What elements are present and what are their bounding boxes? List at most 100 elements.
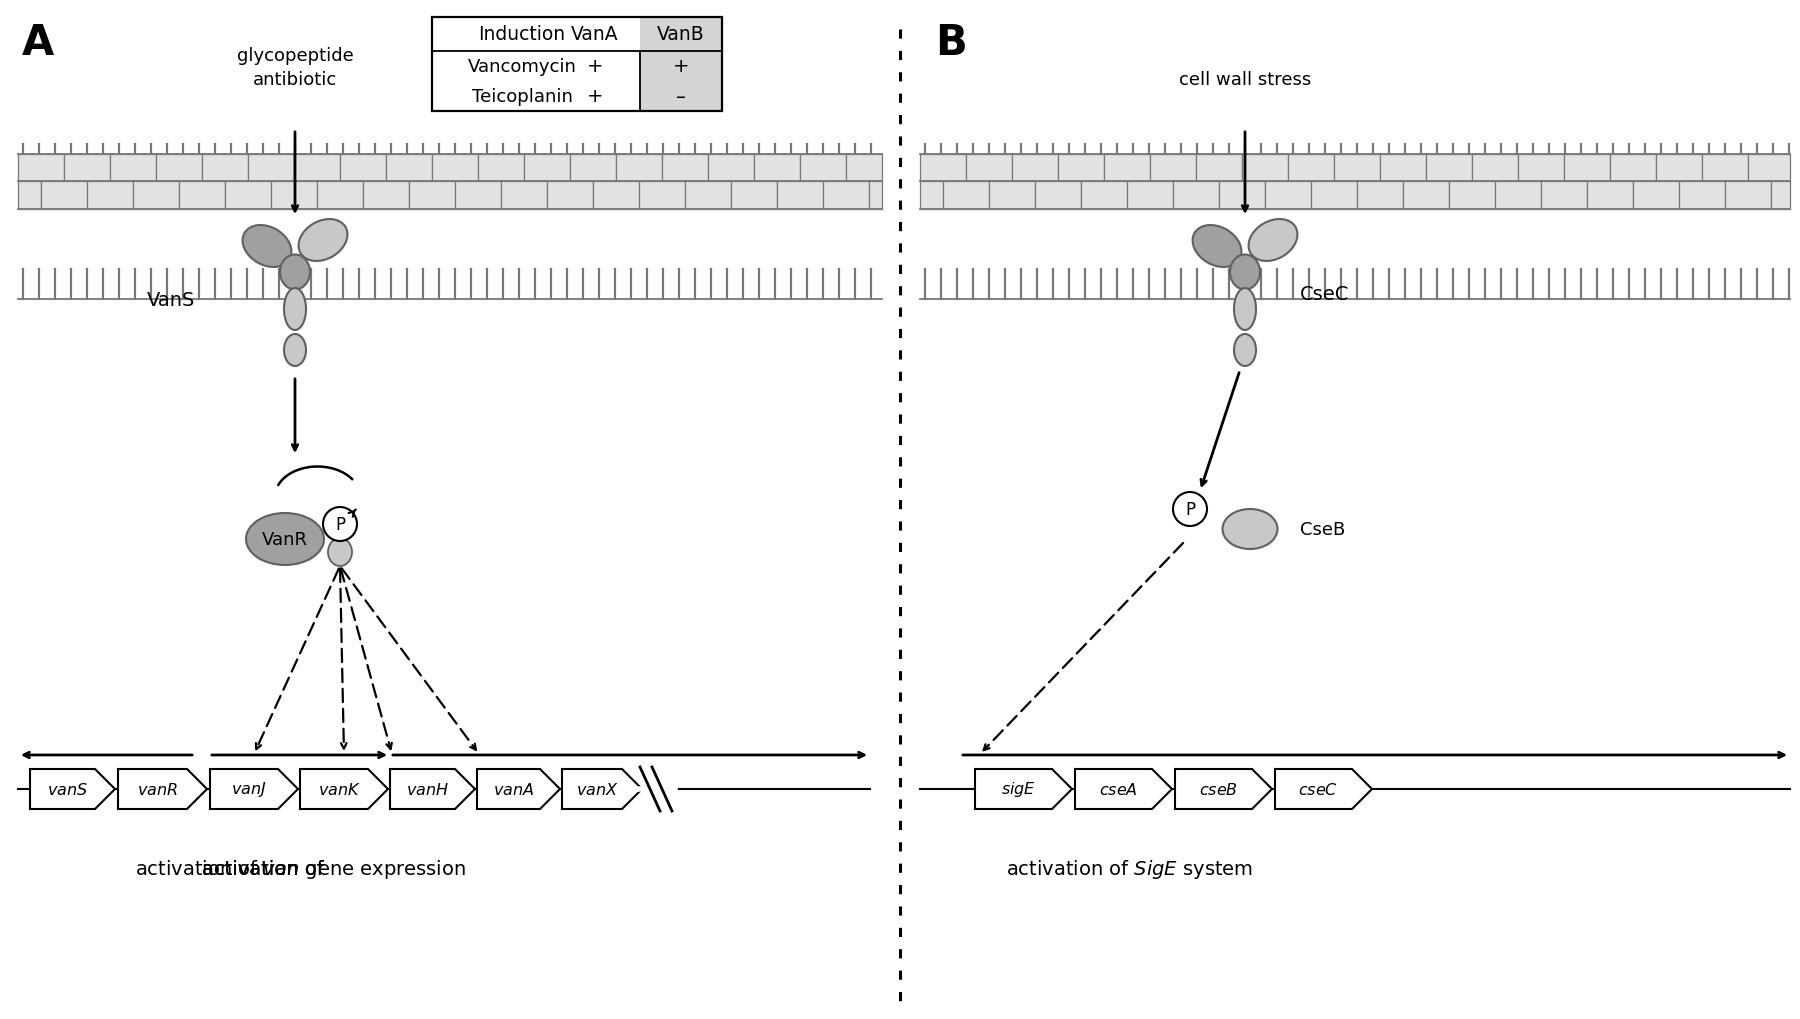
Text: $vanA$: $vanA$ — [493, 782, 535, 797]
Bar — [293, 155, 340, 181]
Text: –: – — [677, 88, 686, 106]
Text: $cseA$: $cseA$ — [1100, 782, 1138, 797]
Bar — [432, 18, 722, 112]
Bar — [1679, 181, 1724, 210]
Bar — [943, 181, 988, 210]
Bar — [662, 155, 707, 181]
Bar — [524, 155, 571, 181]
Bar — [592, 181, 639, 210]
Bar — [479, 155, 524, 181]
Bar — [409, 181, 455, 210]
Text: activation of $van$ gene expression: activation of $van$ gene expression — [135, 858, 466, 880]
Text: activation of $SigE$ system: activation of $SigE$ system — [1006, 858, 1253, 880]
Bar — [1771, 181, 1789, 210]
Text: P: P — [335, 516, 346, 534]
Bar — [1058, 155, 1103, 181]
Text: activation of: activation of — [202, 860, 329, 878]
Bar — [500, 181, 547, 210]
Bar — [157, 155, 202, 181]
Bar — [340, 155, 385, 181]
Ellipse shape — [328, 538, 353, 567]
Text: VanA: VanA — [571, 25, 619, 45]
Ellipse shape — [281, 255, 310, 290]
Circle shape — [322, 507, 356, 541]
Text: VanR: VanR — [263, 531, 308, 548]
Text: cell wall stress: cell wall stress — [1179, 71, 1310, 89]
Circle shape — [1174, 492, 1208, 527]
Bar — [754, 155, 799, 181]
Bar — [920, 155, 1789, 210]
Text: +: + — [587, 57, 603, 76]
Bar — [133, 181, 178, 210]
Bar — [385, 155, 432, 181]
Text: A: A — [22, 22, 54, 64]
Bar — [1012, 155, 1058, 181]
Bar — [86, 181, 133, 210]
Bar — [707, 155, 754, 181]
Text: CseB: CseB — [1300, 521, 1345, 538]
Bar — [1310, 181, 1357, 210]
Bar — [1219, 181, 1265, 210]
Bar — [364, 181, 409, 210]
Polygon shape — [211, 769, 299, 809]
Bar — [920, 155, 967, 181]
Polygon shape — [1075, 769, 1172, 809]
Polygon shape — [1274, 769, 1372, 809]
Bar — [18, 181, 41, 210]
Bar — [1748, 155, 1789, 181]
Ellipse shape — [247, 514, 324, 566]
Bar — [799, 155, 846, 181]
Bar — [1703, 155, 1748, 181]
Bar — [110, 155, 157, 181]
Bar — [920, 181, 943, 210]
Bar — [1082, 181, 1127, 210]
Bar — [1656, 155, 1703, 181]
Text: P: P — [1184, 500, 1195, 519]
Text: +: + — [587, 88, 603, 106]
Text: VanB: VanB — [657, 25, 706, 45]
Bar — [455, 181, 500, 210]
Bar — [1357, 181, 1402, 210]
Bar — [1564, 155, 1609, 181]
Bar — [1426, 155, 1472, 181]
Bar — [1402, 181, 1449, 210]
Text: $vanX$: $vanX$ — [576, 782, 619, 797]
Text: B: B — [934, 22, 967, 64]
Bar — [1541, 181, 1588, 210]
Bar — [18, 155, 65, 181]
Bar — [1449, 181, 1496, 210]
Ellipse shape — [1235, 334, 1256, 367]
Bar — [1195, 155, 1242, 181]
Bar — [869, 181, 882, 210]
Bar — [1381, 155, 1426, 181]
Bar — [65, 155, 110, 181]
Bar — [988, 181, 1035, 210]
Bar — [641, 18, 722, 112]
Bar — [547, 181, 592, 210]
Bar — [18, 155, 882, 210]
Bar — [731, 181, 778, 210]
Bar — [639, 181, 686, 210]
Bar — [178, 181, 225, 210]
Text: glycopeptide
antibiotic: glycopeptide antibiotic — [236, 47, 353, 89]
Bar — [1103, 155, 1150, 181]
Bar — [616, 155, 662, 181]
Text: VanS: VanS — [146, 290, 194, 309]
Bar — [432, 155, 479, 181]
Bar — [1496, 181, 1541, 210]
Bar — [317, 181, 364, 210]
Text: $vanK$: $vanK$ — [317, 782, 360, 797]
Bar — [1472, 155, 1517, 181]
Bar — [1242, 155, 1289, 181]
Polygon shape — [119, 769, 207, 809]
Ellipse shape — [1235, 288, 1256, 331]
Ellipse shape — [299, 220, 347, 262]
Bar — [1289, 155, 1334, 181]
Ellipse shape — [284, 334, 306, 367]
Bar — [823, 181, 869, 210]
Text: Induction: Induction — [479, 25, 565, 45]
Bar — [1724, 181, 1771, 210]
Bar — [248, 155, 293, 181]
Ellipse shape — [284, 288, 306, 331]
Ellipse shape — [1249, 220, 1298, 262]
